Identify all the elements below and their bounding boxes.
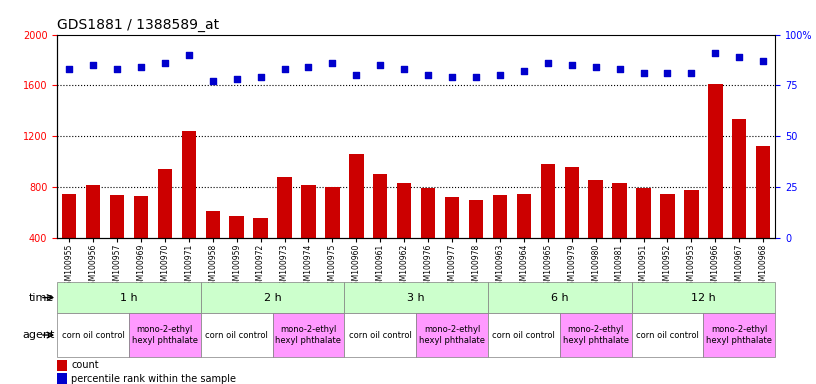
Bar <box>685 190 698 289</box>
FancyBboxPatch shape <box>57 313 129 357</box>
Text: mono-2-ethyl
hexyl phthalate: mono-2-ethyl hexyl phthalate <box>419 325 485 345</box>
Text: time: time <box>29 293 54 303</box>
Point <box>110 66 123 72</box>
Point <box>182 52 195 58</box>
Point <box>709 50 722 56</box>
Point <box>494 72 507 78</box>
Point <box>302 64 315 70</box>
Text: corn oil control: corn oil control <box>348 331 412 339</box>
FancyBboxPatch shape <box>273 313 344 357</box>
Point <box>374 62 387 68</box>
FancyBboxPatch shape <box>344 313 416 357</box>
Bar <box>301 185 316 289</box>
Point <box>63 66 76 72</box>
Text: agent: agent <box>22 330 54 340</box>
Text: corn oil control: corn oil control <box>492 331 556 339</box>
Text: GDS1881 / 1388589_at: GDS1881 / 1388589_at <box>57 18 220 32</box>
Bar <box>277 177 291 289</box>
Text: mono-2-ethyl
hexyl phthalate: mono-2-ethyl hexyl phthalate <box>132 325 197 345</box>
Bar <box>517 194 531 289</box>
Point <box>637 70 650 76</box>
Point <box>350 72 363 78</box>
Point <box>422 72 435 78</box>
Point <box>158 60 171 66</box>
Bar <box>62 194 76 289</box>
Point <box>397 66 410 72</box>
Bar <box>229 217 244 289</box>
Point <box>733 54 746 60</box>
Text: percentile rank within the sample: percentile rank within the sample <box>72 374 237 384</box>
Point <box>135 64 148 70</box>
Bar <box>588 180 603 289</box>
FancyBboxPatch shape <box>488 313 560 357</box>
Point <box>254 74 267 80</box>
Text: corn oil control: corn oil control <box>61 331 125 339</box>
Bar <box>57 373 67 384</box>
Bar <box>157 169 172 289</box>
Bar <box>613 184 627 289</box>
Bar <box>134 196 148 289</box>
Text: mono-2-ethyl
hexyl phthalate: mono-2-ethyl hexyl phthalate <box>276 325 341 345</box>
Bar <box>541 164 555 289</box>
FancyBboxPatch shape <box>344 282 488 313</box>
Text: 1 h: 1 h <box>120 293 138 303</box>
Bar <box>254 218 268 289</box>
Point <box>86 62 100 68</box>
Point <box>230 76 243 83</box>
Point <box>661 70 674 76</box>
Point <box>565 62 579 68</box>
Text: 6 h: 6 h <box>551 293 569 303</box>
Bar <box>373 174 388 289</box>
Bar <box>397 184 411 289</box>
FancyBboxPatch shape <box>129 313 201 357</box>
Text: corn oil control: corn oil control <box>636 331 699 339</box>
Bar <box>57 360 67 371</box>
FancyBboxPatch shape <box>703 313 775 357</box>
Bar <box>182 131 196 289</box>
Point <box>589 64 602 70</box>
FancyBboxPatch shape <box>632 282 775 313</box>
Point <box>613 66 626 72</box>
FancyBboxPatch shape <box>488 282 632 313</box>
Point <box>756 58 769 64</box>
Bar <box>732 119 747 289</box>
Point <box>326 60 339 66</box>
Bar <box>326 187 339 289</box>
Bar <box>493 195 507 289</box>
Point <box>541 60 554 66</box>
Bar <box>206 211 220 289</box>
FancyBboxPatch shape <box>632 313 703 357</box>
FancyBboxPatch shape <box>416 313 488 357</box>
Bar <box>708 84 722 289</box>
Text: mono-2-ethyl
hexyl phthalate: mono-2-ethyl hexyl phthalate <box>563 325 628 345</box>
Bar <box>756 147 770 289</box>
Bar <box>110 195 124 289</box>
FancyBboxPatch shape <box>201 282 344 313</box>
Point <box>446 74 459 80</box>
Text: 3 h: 3 h <box>407 293 425 303</box>
Text: mono-2-ethyl
hexyl phthalate: mono-2-ethyl hexyl phthalate <box>707 325 772 345</box>
Bar <box>565 167 579 289</box>
Bar <box>421 189 435 289</box>
Bar <box>349 154 363 289</box>
Bar <box>469 200 483 289</box>
Bar <box>86 185 100 289</box>
Point <box>685 70 698 76</box>
Point <box>517 68 530 74</box>
Text: 2 h: 2 h <box>264 293 282 303</box>
FancyBboxPatch shape <box>560 313 632 357</box>
Bar <box>636 189 650 289</box>
Point <box>206 78 220 84</box>
Point <box>278 66 291 72</box>
Point <box>469 74 482 80</box>
Text: 12 h: 12 h <box>691 293 716 303</box>
Text: count: count <box>72 360 99 370</box>
Text: corn oil control: corn oil control <box>205 331 268 339</box>
FancyBboxPatch shape <box>201 313 273 357</box>
Bar <box>445 197 459 289</box>
Bar <box>660 194 675 289</box>
FancyBboxPatch shape <box>57 282 201 313</box>
